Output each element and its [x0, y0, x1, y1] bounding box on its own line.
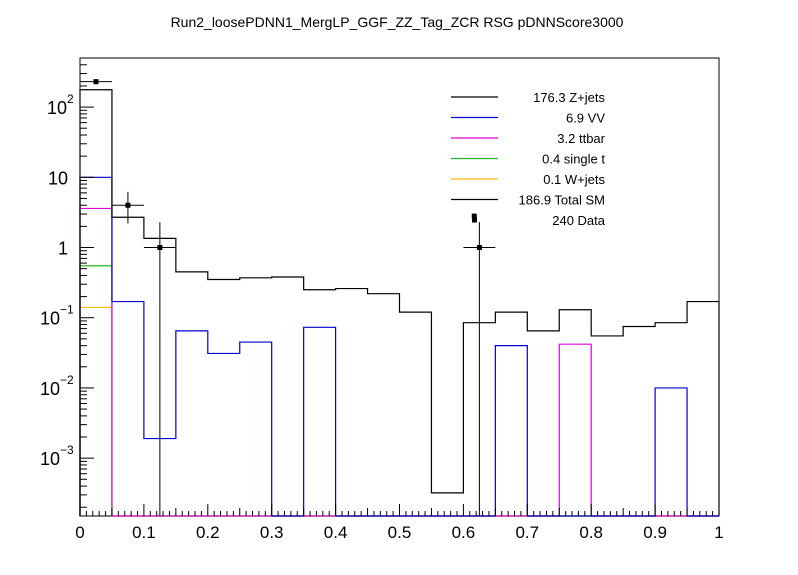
x-tick-label: 0.5: [388, 523, 412, 542]
x-tick-label: 0.9: [643, 523, 667, 542]
data-points-layer: [80, 79, 496, 516]
y-tick-label: 10: [48, 168, 68, 188]
data-point-3: [476, 245, 482, 251]
x-tick-label: 0.7: [515, 523, 539, 542]
legend-label: 176.3 Z+jets: [533, 90, 605, 105]
y-tick-exponent: −1: [60, 303, 74, 317]
plot-frame: [79, 57, 720, 517]
y-tick-label: 10: [47, 98, 67, 118]
y-tick-label: 1: [58, 239, 68, 259]
chart-title: Run2_loosePDNN1_MergLP_GGF_ZZ_Tag_ZCR RS…: [171, 14, 624, 30]
legend-label: 3.2 ttbar: [557, 131, 605, 146]
x-tick-label: 1: [714, 523, 723, 542]
legend-label: 0.4 single t: [542, 152, 605, 167]
x-tick-label: 0.8: [579, 523, 603, 542]
y-tick-label: 10: [40, 449, 60, 469]
legend-label: 0.1 W+jets: [543, 172, 605, 187]
y-tick-exponent: −2: [60, 373, 74, 387]
x-tick-label: 0.3: [260, 523, 284, 542]
legend-label: 186.9 Total SM: [519, 193, 605, 208]
legend-label: 240 Data: [552, 213, 606, 228]
y-tick-label: 10: [40, 309, 60, 329]
x-tick-label: 0.2: [196, 523, 220, 542]
data-point-0: [93, 79, 99, 85]
x-tick-label: 0.4: [324, 523, 348, 542]
y-tick-exponent: 2: [67, 92, 74, 106]
histogram-layer: [79, 89, 720, 517]
x-tick-label: 0: [75, 523, 84, 542]
legend-label: 6.9 VV: [566, 111, 605, 126]
data-marker-0: [471, 213, 477, 219]
axes-layer: 0 0.1 0.2 0.3 0.4 0.5 0.6 0.7 0.8 0.9 110 −310 −210−…: [40, 57, 724, 542]
x-tick-label: 0.1: [132, 523, 156, 542]
data-point-2: [157, 245, 163, 251]
legend-marker-data: [472, 217, 477, 223]
hist-vv: [79, 176, 719, 517]
data-point-1: [125, 202, 131, 208]
y-tick-exponent: −3: [60, 443, 74, 457]
x-tick-label: 0.6: [452, 523, 476, 542]
y-tick-label: 10: [40, 379, 60, 399]
legend: 176.3 Z+jets 6.9 VV 3.2 ttbar 0.4 single t 0…: [451, 90, 606, 228]
hist-z-jets: [79, 89, 720, 516]
